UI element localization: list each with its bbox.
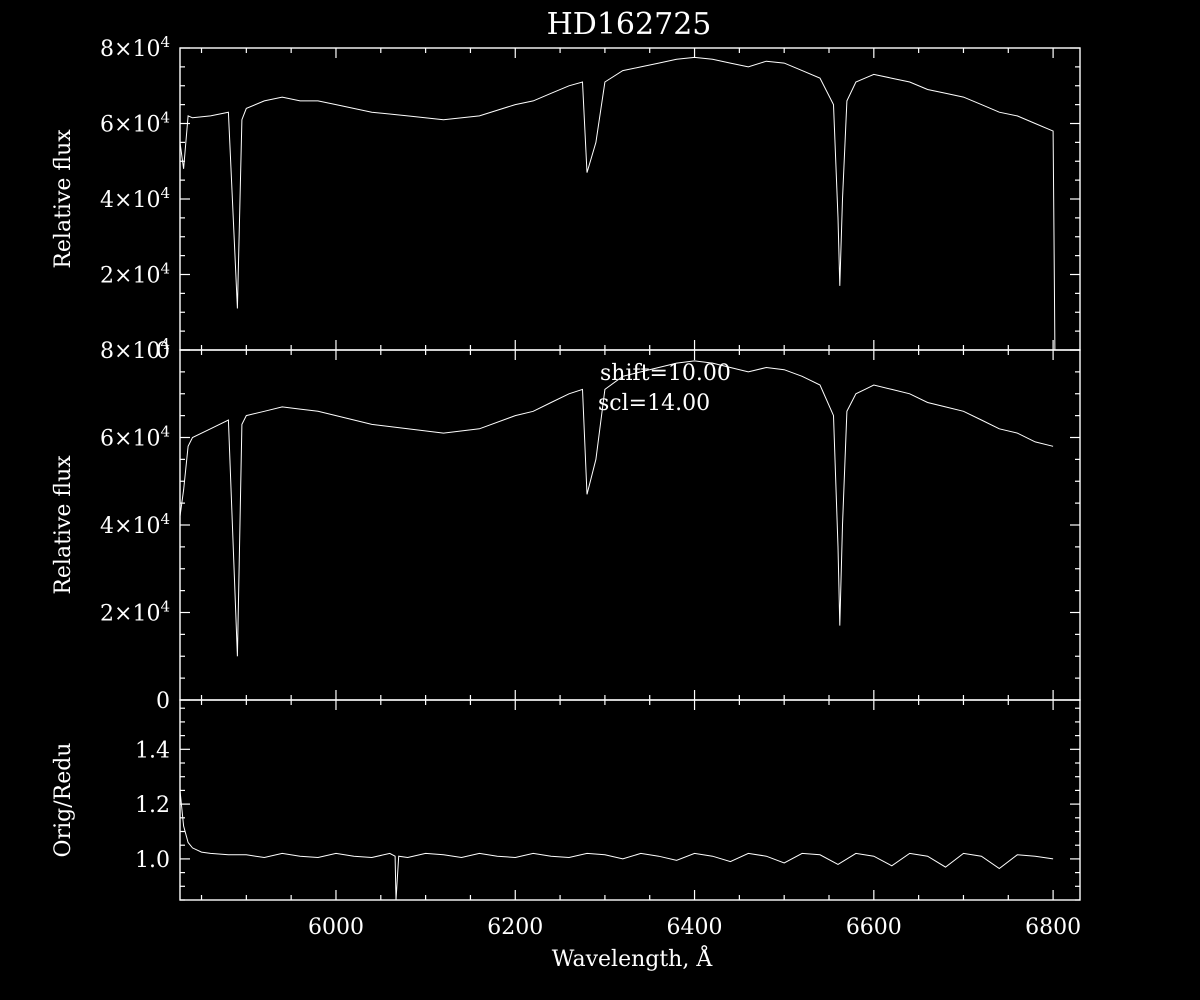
x-tick-label: 6800 [1025, 915, 1081, 940]
y-tick-label: 6×104 [100, 423, 170, 452]
y-tick-label: 1.2 [135, 793, 170, 818]
y-axis-label-middle: Relative flux [51, 455, 76, 595]
y-tick-label: 6×104 [100, 109, 170, 138]
x-tick-label: 6400 [667, 915, 723, 940]
y-tick-label: 8×104 [100, 335, 170, 364]
annotation-shift: shift=10.00 [600, 361, 731, 386]
y-tick-label: 4×104 [100, 184, 170, 213]
y-tick-label: 0 [156, 339, 170, 364]
panel-bottom: 6000 6200 6400 6600 6800 1.0 1.2 1.4 Orig/Redu [51, 699, 1081, 940]
chart-title: HD162725 [547, 7, 712, 42]
spectrum-line-top [179, 56, 1056, 351]
y-tick-label: 2×104 [100, 260, 170, 289]
y-tick-label: 4×104 [100, 510, 170, 539]
y-tick-label: 2×104 [100, 598, 170, 627]
panel-frame-bottom [179, 699, 1081, 901]
annotation-scale: scl=14.00 [598, 391, 710, 416]
spectrum-line-middle [179, 360, 1054, 657]
spectrum-line-bottom [179, 790, 1054, 901]
panel-middle: 0 2×104 4×104 6×104 8×104 Relative flux [51, 335, 1081, 714]
chart-panels: 0 2×104 4×104 6×104 8×104 Relative flux 0 2×104… [51, 33, 1081, 940]
y-tick-label: 8×104 [100, 33, 170, 62]
y-tick-label: 1.0 [135, 848, 170, 873]
panel-top: 0 2×104 4×104 6×104 8×104 Relative flux [51, 33, 1081, 364]
x-tick-label: 6000 [308, 915, 364, 940]
x-tick-label: 6200 [487, 915, 543, 940]
x-tick-label: 6600 [846, 915, 902, 940]
y-axis-label-bottom: Orig/Redu [51, 743, 76, 858]
x-axis-label: Wavelength, Å [552, 944, 714, 972]
y-axis-label-top: Relative flux [51, 129, 76, 269]
y-tick-label: 1.4 [135, 738, 170, 763]
y-tick-label: 0 [156, 689, 170, 714]
